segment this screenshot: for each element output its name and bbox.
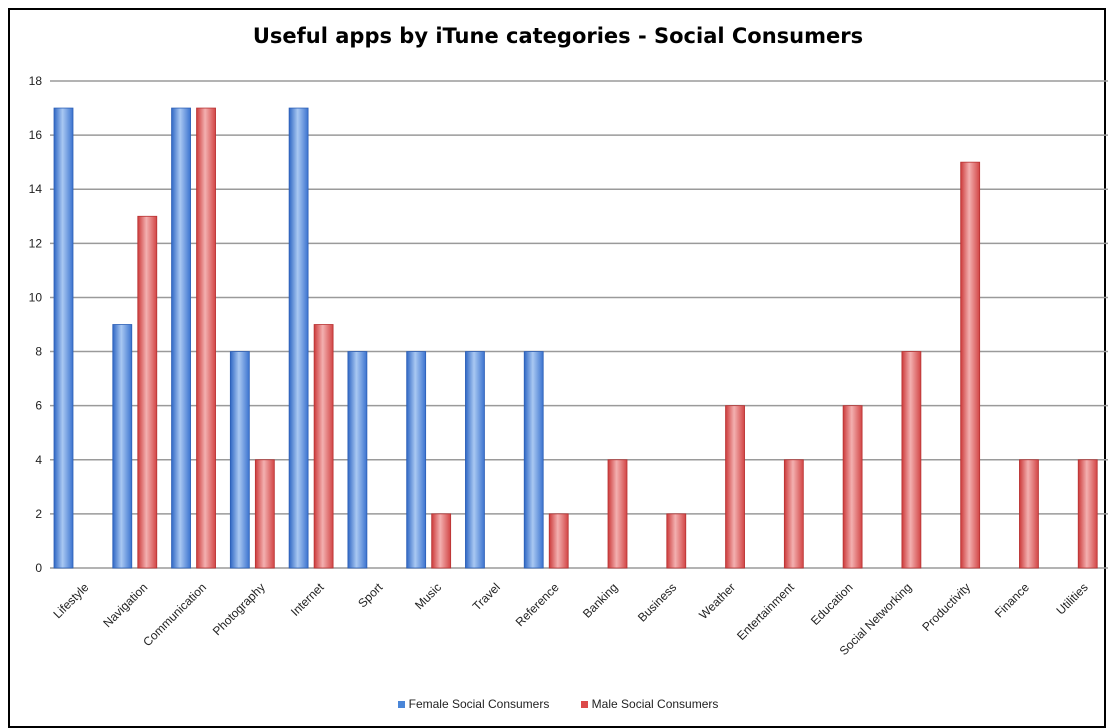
- y-tick-label-18: 18: [29, 74, 43, 88]
- bar-female-photography: [229, 351, 250, 569]
- bar-female-reference: [523, 351, 544, 569]
- bar-male-productivity: [960, 161, 981, 569]
- x-tick-label-music: Music: [412, 580, 444, 612]
- bar-male-education: [842, 405, 863, 569]
- y-tick-label-0: 0: [35, 561, 42, 575]
- bar-male-weather: [725, 405, 745, 569]
- bar-female-music: [406, 351, 427, 569]
- x-tick-label-photography: Photography: [210, 580, 268, 638]
- x-tick-label-weather: Weather: [696, 580, 738, 622]
- bar-female-navigation: [112, 324, 133, 569]
- x-tick-label-education: Education: [808, 580, 856, 628]
- bar-female-communication: [171, 107, 191, 569]
- chart-frame: [8, 8, 1106, 728]
- bar-male-photography: [254, 459, 275, 569]
- y-tick-label-16: 16: [29, 128, 43, 142]
- bar-male-reference: [548, 513, 569, 569]
- x-tick-label-internet: Internet: [288, 580, 327, 619]
- y-tick-label-6: 6: [35, 399, 42, 413]
- bar-male-finance: [1019, 459, 1039, 569]
- bar-male-entertainment: [783, 459, 804, 569]
- x-tick-label-banking: Banking: [580, 580, 621, 621]
- bar-male-banking: [607, 459, 628, 569]
- legend: Female Social Consumers Male Social Cons…: [0, 696, 1116, 711]
- bar-male-music: [431, 513, 452, 569]
- legend-item-male: Male Social Consumers: [580, 696, 719, 711]
- x-tick-label-reference: Reference: [513, 580, 562, 629]
- bar-male-business: [666, 513, 687, 569]
- bar-female-internet: [288, 107, 309, 569]
- x-tick-label-communication: Communication: [140, 580, 209, 649]
- bar-male-internet: [313, 324, 334, 569]
- legend-label-male: Male Social Consumers: [591, 696, 719, 711]
- x-tick-label-utilities: Utilities: [1053, 580, 1090, 617]
- gridlines: [50, 80, 1108, 569]
- y-tick-label-2: 2: [35, 507, 42, 521]
- y-axis: 0 2 4 6 8 10 12 14 16 18: [29, 74, 43, 575]
- x-tick-label-finance: Finance: [992, 580, 1032, 620]
- x-tick-label-entertainment: Entertainment: [734, 580, 797, 643]
- y-tick-label-12: 12: [29, 236, 43, 250]
- x-tick-label-productivity: Productivity: [919, 580, 973, 634]
- y-tick-label-14: 14: [29, 182, 43, 196]
- bars: [53, 107, 1098, 569]
- bar-male-communication: [196, 107, 216, 569]
- bar-female-travel: [465, 351, 485, 569]
- bar-male-social-networking: [901, 351, 922, 569]
- legend-label-female: Female Social Consumers: [408, 696, 550, 711]
- y-tick-label-8: 8: [35, 345, 42, 359]
- x-tick-label-navigation: Navigation: [100, 580, 150, 630]
- y-tick-label-10: 10: [29, 290, 43, 304]
- legend-item-female: Female Social Consumers: [397, 696, 550, 711]
- x-tick-label-travel: Travel: [470, 580, 503, 613]
- bar-female-lifestyle: [53, 107, 74, 569]
- legend-swatch-female: [397, 701, 405, 709]
- legend-swatch-male: [580, 701, 588, 709]
- x-tick-label-business: Business: [635, 580, 679, 624]
- y-tick-label-4: 4: [35, 453, 42, 467]
- bar-female-sport: [347, 351, 368, 569]
- chart-title: Useful apps by iTune categories - Social…: [252, 24, 864, 48]
- x-tick-label-lifestyle: Lifestyle: [50, 580, 91, 621]
- bar-male-utilities: [1077, 459, 1098, 569]
- x-tick-label-sport: Sport: [355, 580, 386, 611]
- bar-male-navigation: [137, 215, 158, 569]
